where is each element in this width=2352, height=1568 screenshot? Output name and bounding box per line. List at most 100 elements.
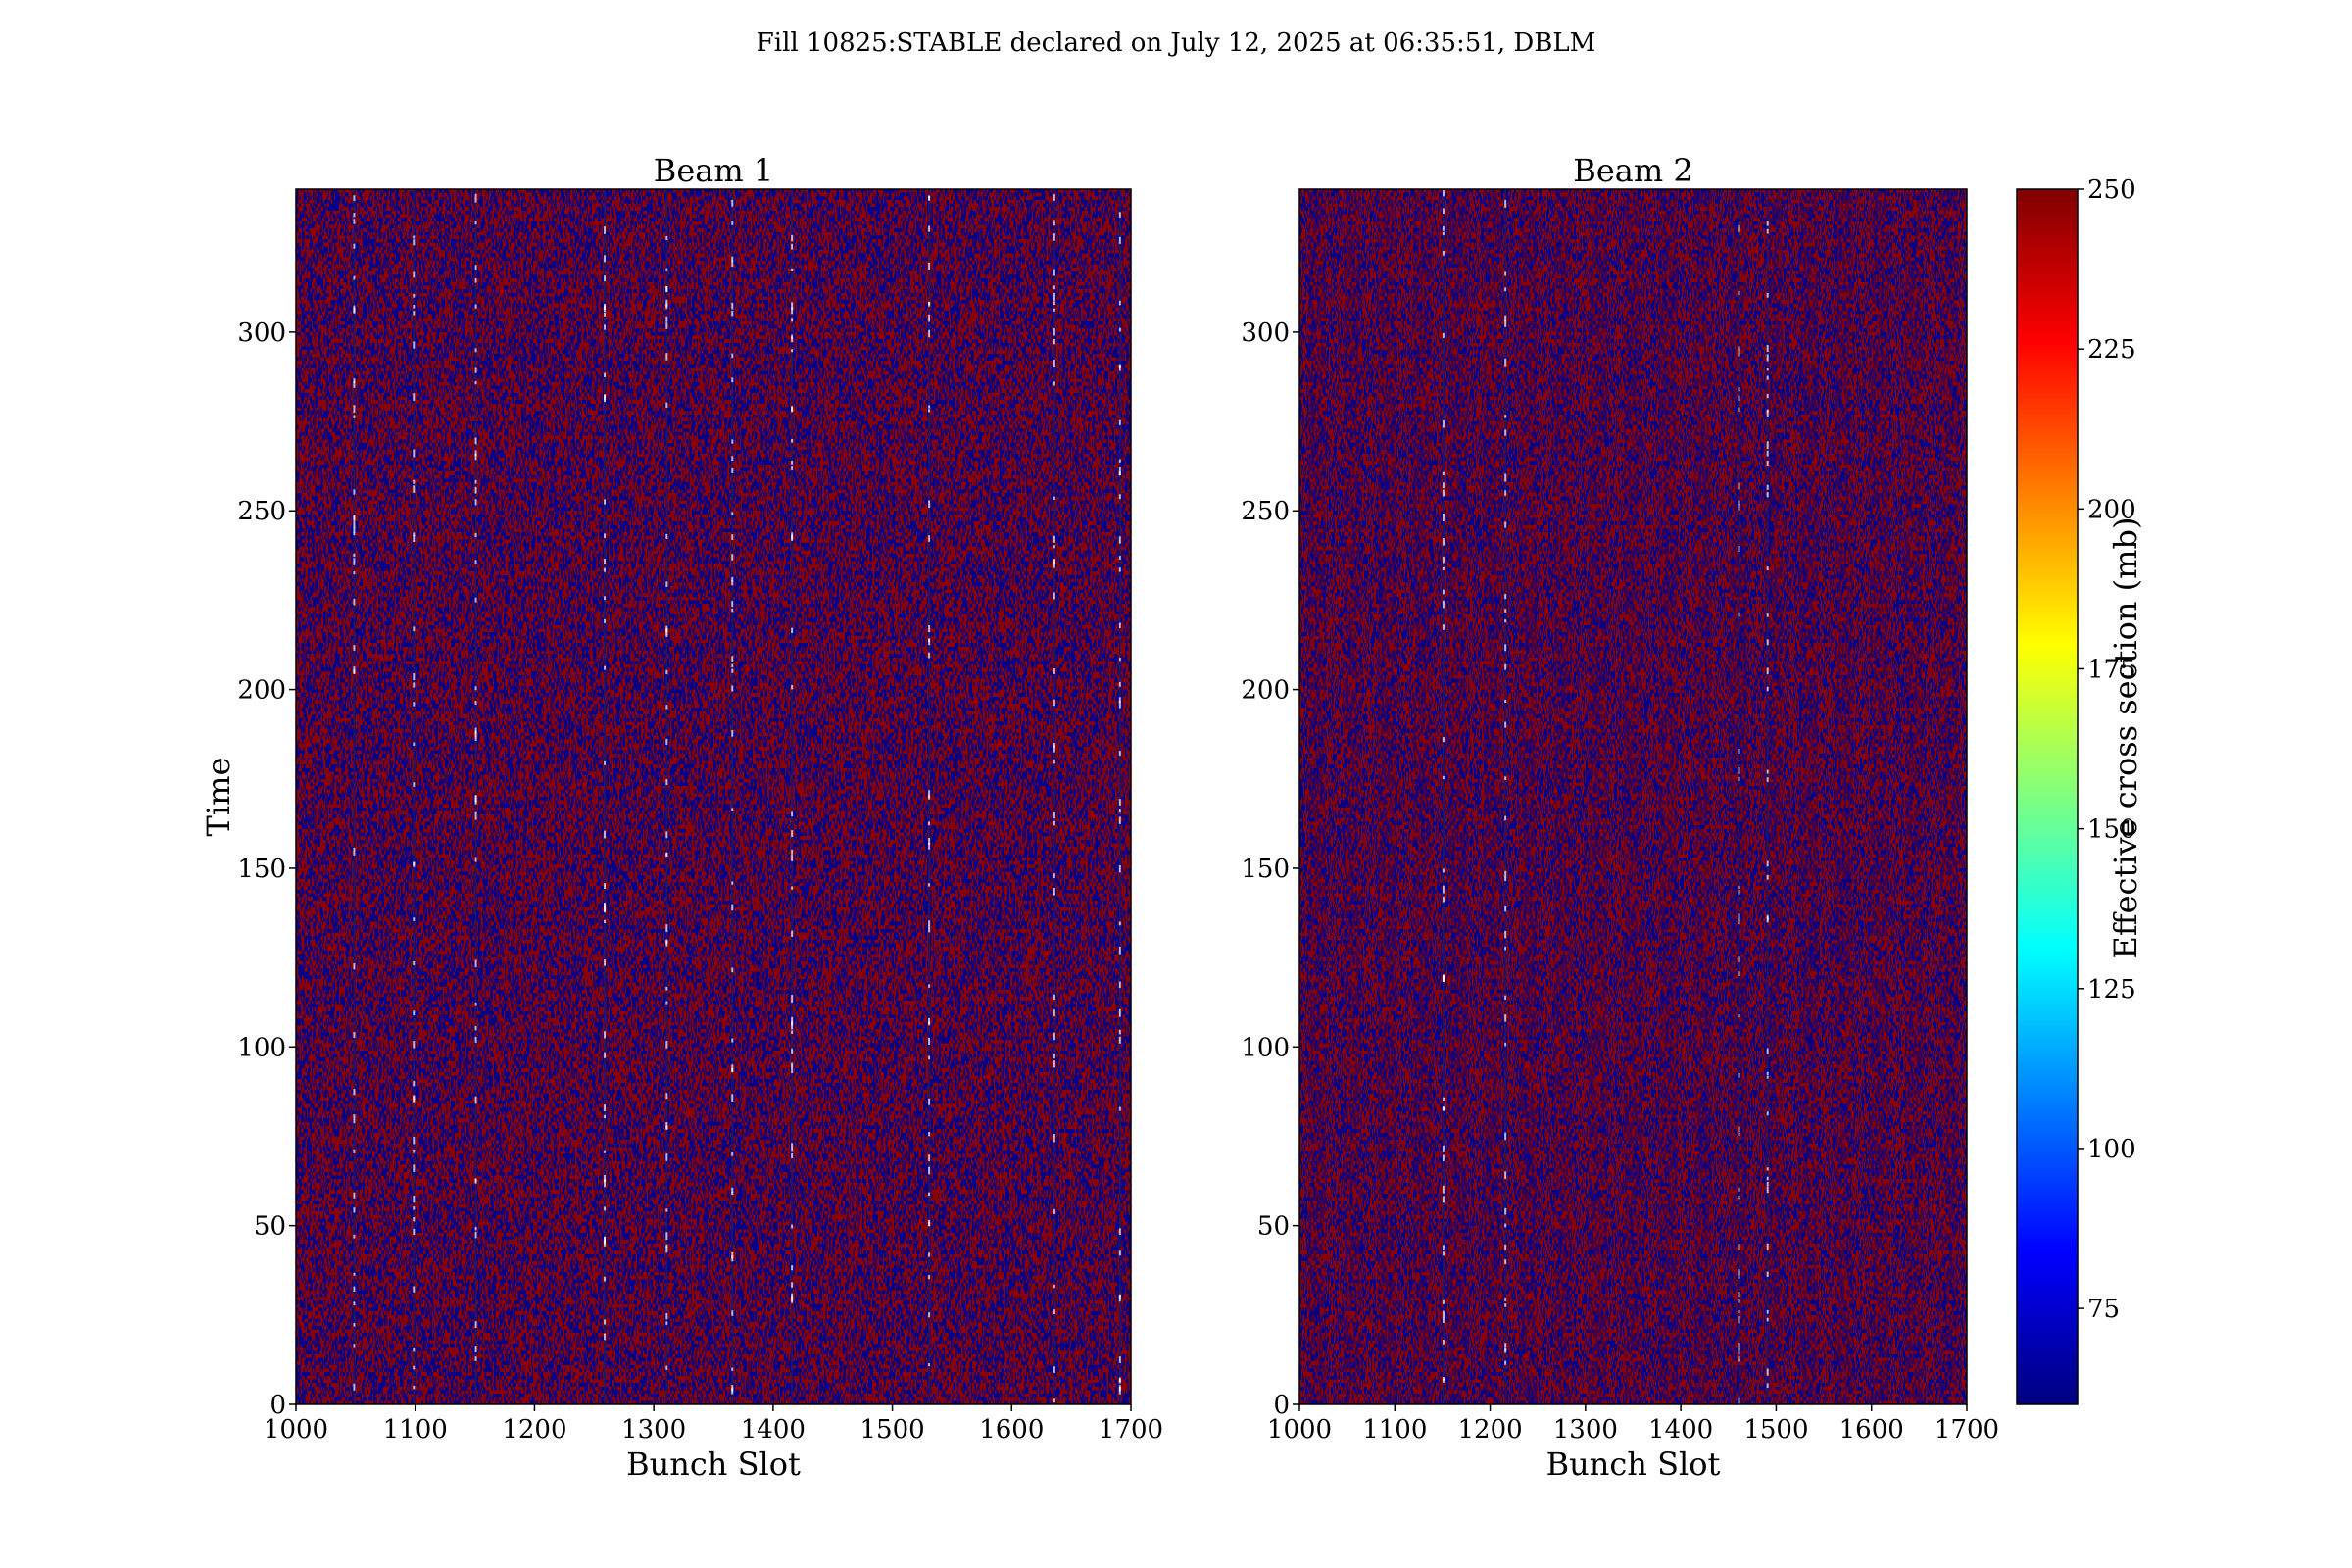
empty-slot-mark — [474, 857, 477, 862]
empty-slot-mark — [353, 570, 356, 575]
empty-slot-mark — [791, 1293, 794, 1301]
empty-slot-mark — [1738, 503, 1740, 511]
empty-slot-mark — [928, 925, 931, 933]
empty-slot-mark — [1766, 228, 1769, 234]
empty-slot-mark — [791, 438, 794, 443]
empty-slot-mark — [1766, 220, 1769, 226]
empty-slot-mark — [791, 302, 794, 310]
empty-slot-mark — [665, 939, 668, 947]
empty-slot-mark — [353, 195, 356, 201]
empty-slot-mark — [1053, 285, 1055, 290]
empty-slot-mark — [474, 560, 477, 564]
empty-slot-mark — [928, 652, 931, 659]
empty-slot-mark — [604, 255, 607, 263]
empty-slot-mark — [1118, 212, 1121, 218]
empty-slot-mark — [474, 367, 477, 373]
empty-slot-mark — [1504, 699, 1507, 703]
empty-slot-mark — [1118, 364, 1121, 371]
empty-slot-mark — [1504, 1360, 1507, 1365]
empty-slot-mark — [604, 1333, 607, 1341]
empty-slot-mark — [474, 799, 477, 805]
figure-suptitle: Fill 10825:STABLE declared on July 12, 2… — [757, 28, 1595, 58]
empty-slot-mark — [1118, 622, 1121, 629]
empty-slot-mark — [928, 920, 931, 926]
empty-slot-mark — [474, 437, 477, 445]
empty-slot-mark — [604, 1206, 607, 1211]
empty-slot-mark — [353, 1149, 356, 1153]
empty-slot-mark — [1118, 751, 1121, 757]
empty-slot-mark — [604, 760, 607, 765]
empty-slot-mark — [413, 917, 416, 921]
panel-title: Beam 2 — [1573, 152, 1692, 189]
empty-slot-mark — [604, 1052, 607, 1058]
y-tick-label: 50 — [254, 1212, 286, 1242]
empty-slot-mark — [474, 1096, 477, 1104]
empty-slot-mark — [413, 305, 416, 309]
x-tick-label: 1700 — [1099, 1415, 1163, 1445]
empty-slot-mark — [731, 904, 734, 911]
empty-slot-column — [731, 189, 734, 1404]
empty-slot-mark — [928, 639, 931, 646]
empty-slot-mark — [1118, 808, 1121, 813]
empty-slot-mark — [413, 532, 416, 537]
empty-slot-mark — [1738, 766, 1740, 774]
colorbar: 75 100 125 150 175 200 225 250 Effective cross s… — [2016, 175, 2144, 1405]
empty-slot-mark — [1053, 194, 1055, 201]
empty-slot-mark — [731, 512, 734, 515]
empty-slot-mark — [1504, 721, 1507, 728]
empty-slot-mark — [1766, 484, 1769, 490]
empty-slot-mark — [1053, 742, 1055, 748]
empty-slot-mark — [1442, 1196, 1445, 1203]
empty-slot-mark — [1118, 567, 1121, 572]
empty-slot-mark — [474, 486, 477, 494]
empty-slot-mark — [928, 535, 931, 542]
empty-slot-mark — [413, 393, 416, 401]
empty-slot-mark — [731, 668, 734, 673]
heatmap-cells — [1299, 189, 1967, 1404]
empty-slot-mark — [1738, 291, 1740, 296]
empty-slot-mark — [1053, 1134, 1055, 1139]
empty-slot-mark — [1442, 1310, 1445, 1319]
empty-slot-mark — [1118, 467, 1121, 476]
empty-slot-mark — [474, 811, 477, 820]
empty-slot-mark — [665, 1001, 668, 1004]
empty-slot-mark — [791, 1024, 794, 1030]
empty-slot-mark — [731, 576, 734, 582]
y-tick-label: 300 — [1241, 318, 1290, 348]
empty-slot-mark — [1738, 1195, 1740, 1200]
empty-slot-mark — [474, 597, 477, 603]
empty-slot-mark — [928, 624, 931, 633]
empty-slot-mark — [928, 1154, 931, 1162]
empty-slot-mark — [791, 334, 794, 339]
empty-slot-mark — [1738, 1072, 1740, 1078]
empty-slot-mark — [474, 1025, 477, 1031]
empty-slot-mark — [791, 1048, 794, 1054]
empty-slot-mark — [1118, 1250, 1121, 1256]
empty-slot-mark — [1504, 473, 1507, 482]
empty-slot-mark — [665, 235, 668, 241]
empty-slot-mark — [1504, 1042, 1507, 1047]
colorbar-tick-label: 175 — [2087, 655, 2136, 684]
empty-slot-mark — [665, 986, 668, 991]
empty-slot-mark — [665, 1365, 668, 1370]
empty-slot-mark — [1442, 538, 1445, 546]
empty-slot-mark — [353, 378, 356, 383]
empty-slot-mark — [928, 1275, 931, 1280]
empty-slot-mark — [928, 1098, 931, 1105]
empty-slot-mark — [413, 1096, 416, 1102]
empty-slot-mark — [928, 329, 931, 338]
empty-slot-mark — [1766, 566, 1769, 571]
empty-slot-mark — [1504, 995, 1507, 1001]
empty-slot-mark — [1738, 1188, 1740, 1192]
empty-slot-mark — [1738, 346, 1740, 351]
empty-slot-mark — [1118, 327, 1121, 332]
empty-slot-mark — [928, 1055, 931, 1060]
empty-slot-mark — [604, 1179, 607, 1188]
empty-slot-mark — [474, 479, 477, 484]
colorbar-tick-label: 200 — [2087, 495, 2136, 524]
empty-slot-mark — [731, 220, 734, 225]
empty-slot-mark — [474, 532, 477, 538]
empty-slot-mark — [731, 456, 734, 462]
empty-slot-mark — [413, 1164, 416, 1172]
empty-slot-mark — [1766, 1176, 1769, 1181]
